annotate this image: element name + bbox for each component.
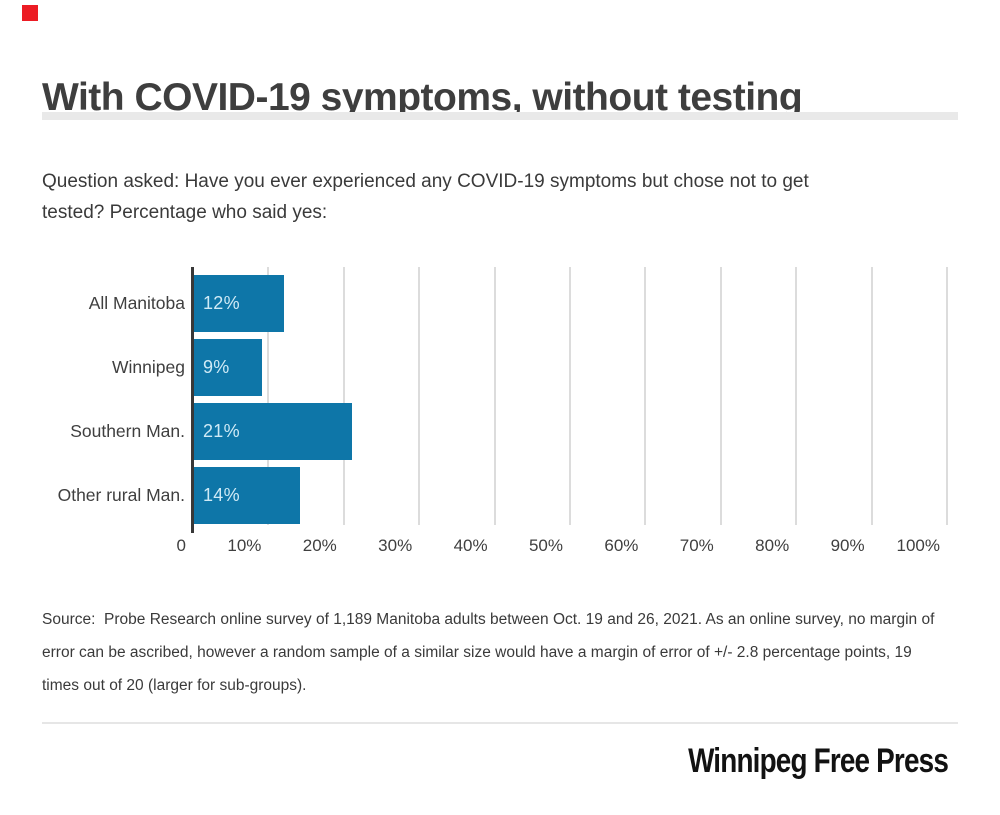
title-divider [42, 112, 958, 120]
bar-value-label: 14% [203, 485, 240, 505]
x-gridline [267, 267, 270, 525]
x-tick-label: 30% [378, 536, 413, 555]
source-note: Source: Probe Research online survey of … [42, 611, 935, 694]
page-title: With COVID-19 symptoms, without testing [42, 76, 803, 120]
bar-value-label: 12% [203, 293, 240, 313]
x-gridline [719, 267, 722, 525]
x-gridline [569, 267, 571, 525]
x-gridline [644, 267, 647, 525]
x-tick-label: 20% [302, 536, 337, 555]
bar-chart: All Manitoba Winnipeg Southern Man. Other r… [42, 267, 958, 562]
x-gridline [946, 267, 948, 525]
question-text: Question asked: Have you ever experience… [42, 171, 809, 223]
bar: 14% [194, 467, 300, 524]
plot-area: 12% 9% 21% 14% [191, 267, 948, 533]
bar-value-label: 9% [203, 357, 230, 377]
x-gridline [870, 267, 873, 525]
bar-value-label: 21% [203, 421, 240, 441]
bar: 12% [194, 275, 285, 332]
x-gridline [418, 267, 421, 525]
x-gridline [342, 267, 345, 525]
x-tick-label: 0 [176, 536, 186, 555]
x-tick-label: 50% [528, 536, 563, 555]
bar: 9% [194, 339, 262, 396]
x-gridline [493, 267, 496, 525]
bar: 21% [194, 403, 353, 460]
x-axis-tick-labels: 0 10% 20% 30% 40% 50% 60% 70% 80% 90% 100% [177, 536, 947, 562]
x-tick-label: 100% [896, 536, 940, 555]
footer-divider [42, 722, 958, 724]
x-tick-label: 70% [679, 536, 714, 555]
x-tick-label: 60% [604, 536, 639, 555]
category-label: Winnipeg [112, 357, 185, 377]
publisher-logo: Winnipeg Free Press [688, 742, 949, 780]
x-tick-label: 40% [453, 536, 488, 555]
x-gridline [795, 267, 798, 525]
category-label: Southern Man. [70, 421, 185, 441]
category-label: All Manitoba [88, 293, 185, 313]
brand-red-square-icon [22, 5, 38, 21]
x-tick-label: 10% [227, 536, 262, 555]
category-label: Other rural Man. [57, 485, 185, 505]
category-axis: All Manitoba Winnipeg Southern Man. Other r… [42, 267, 185, 525]
x-tick-label: 90% [830, 536, 865, 555]
x-tick-label: 80% [755, 536, 790, 555]
y-axis-line [191, 267, 194, 533]
